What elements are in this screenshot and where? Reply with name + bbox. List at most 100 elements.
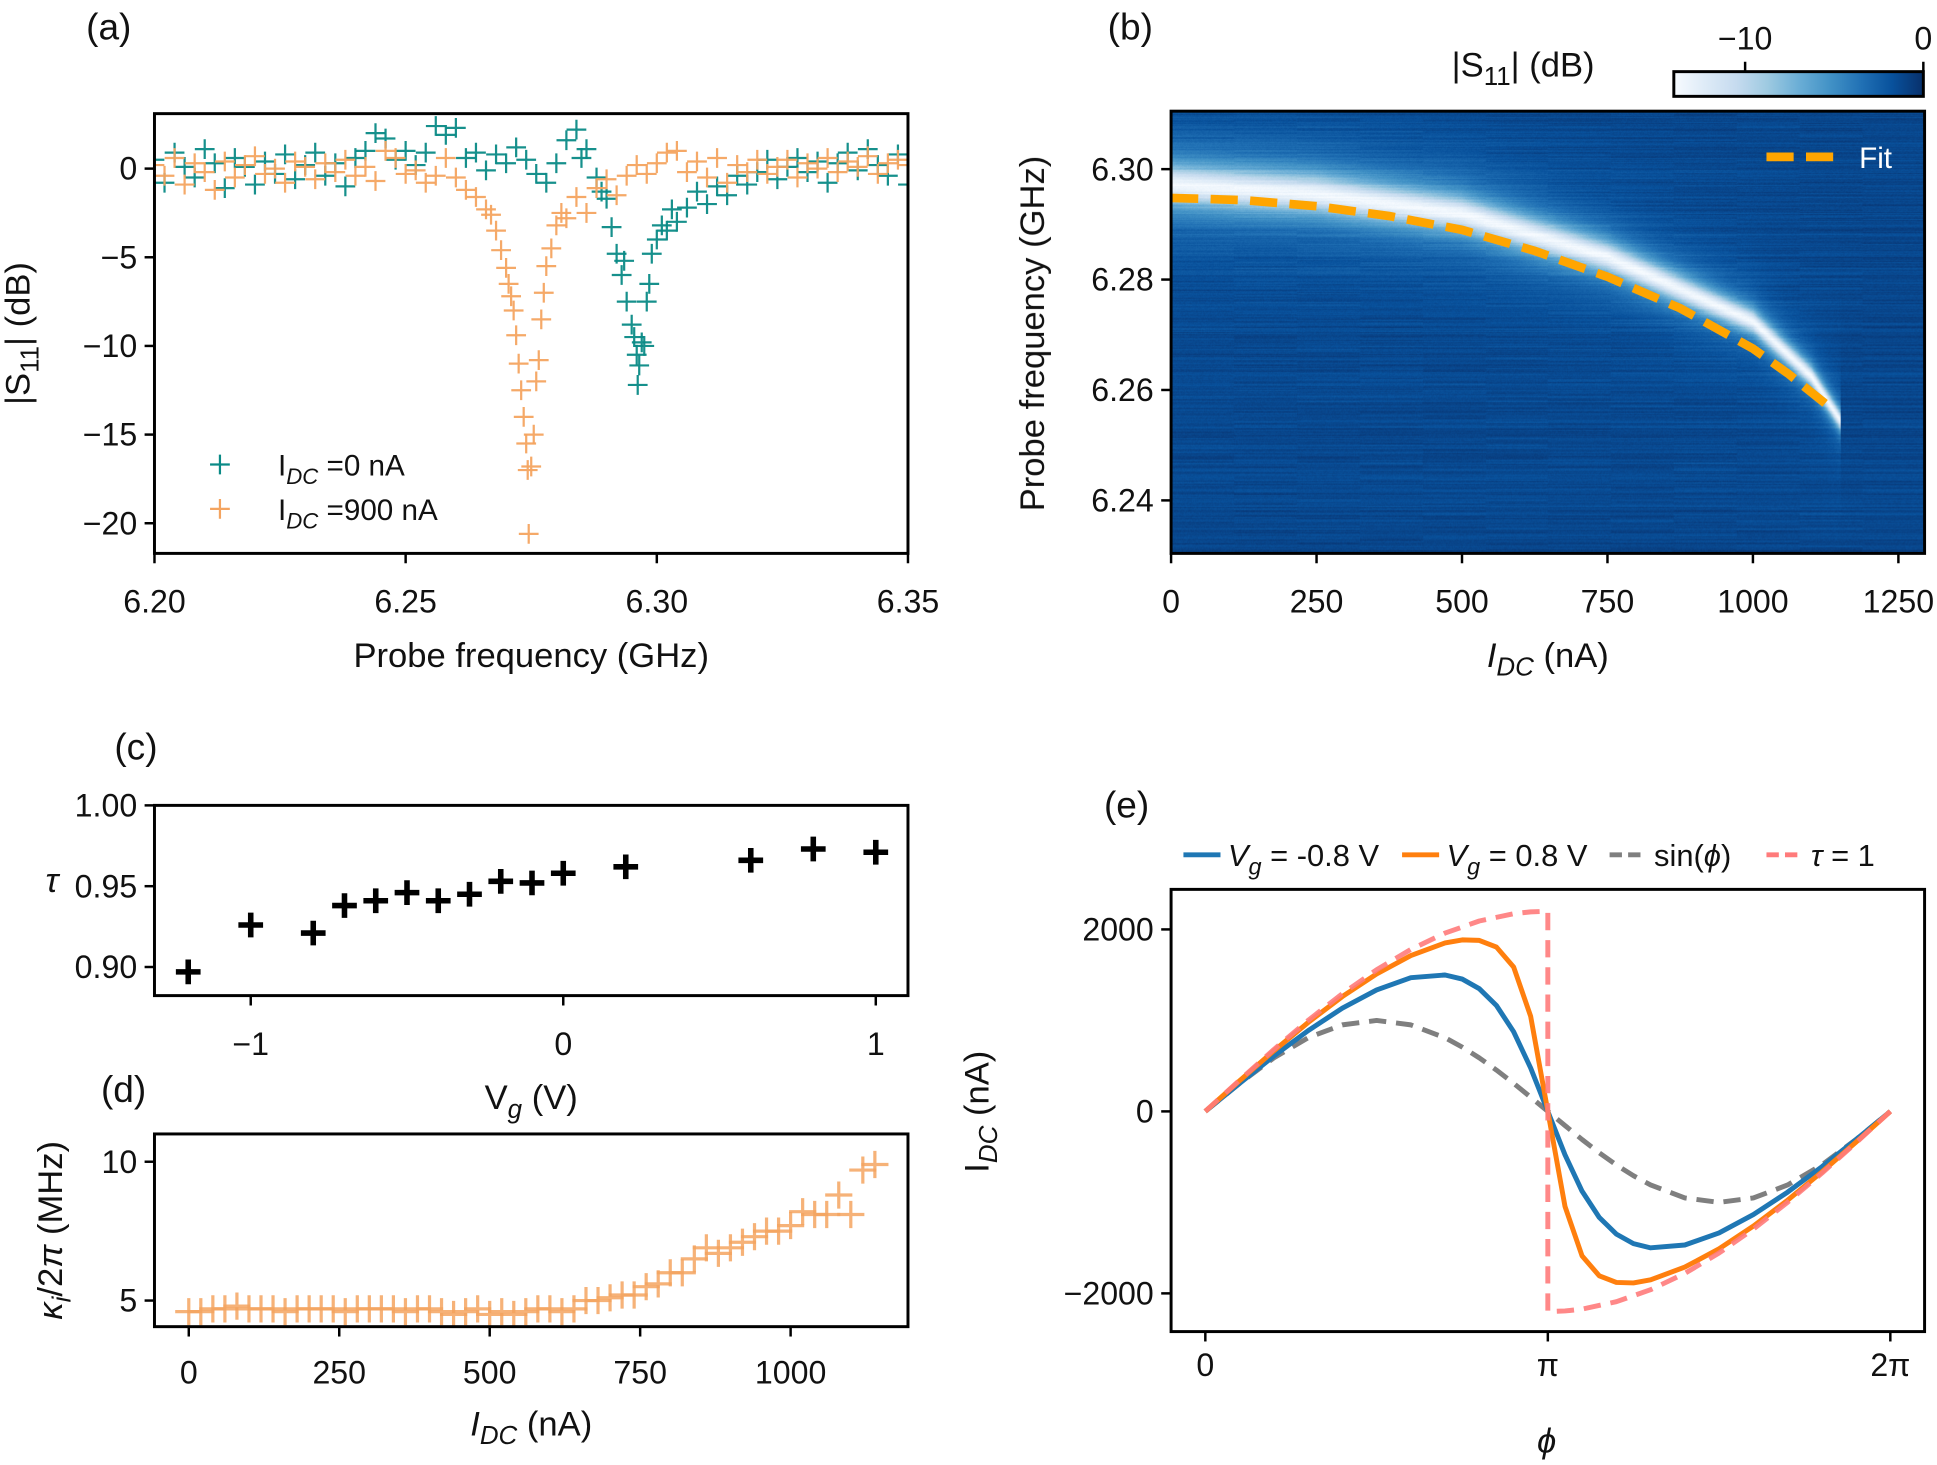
y-axis-label: |S11| (dB) [0, 262, 44, 405]
data-point [740, 1223, 769, 1251]
data-point-series-1 [777, 149, 798, 170]
x-axis-label: IDC (nA) [1487, 637, 1609, 682]
data-point-series-1 [636, 164, 657, 184]
data-point [394, 880, 420, 906]
data-point-series-1 [506, 325, 527, 346]
data-point-series-0 [516, 149, 537, 170]
data-point-series-0 [629, 355, 650, 376]
data-point [271, 1298, 299, 1326]
data-point-series-1 [837, 151, 858, 172]
curve-tau1 [1203, 908, 1893, 1315]
fit-curve [1170, 193, 1829, 408]
data-point [613, 854, 639, 880]
data-point-series-1 [817, 148, 838, 168]
y-tick-label: −5 [101, 239, 138, 275]
data-point-series-1 [867, 164, 888, 184]
data-point-series-1 [877, 153, 898, 174]
data-point-series-1 [405, 160, 426, 181]
legend-label-vg_pos-part: V [1447, 838, 1470, 873]
data-point-series-1 [275, 172, 295, 193]
x-tick-label: 500 [463, 1354, 517, 1390]
data-point-series-0 [154, 149, 165, 170]
data-point-series-1 [194, 162, 215, 183]
data-point-series-1 [827, 162, 848, 183]
data-point [488, 1298, 516, 1326]
panel-b: 0 250 500 750 1000 1250 6.24 6.26 6.28 6.30 IDC (n… [1014, 6, 1934, 682]
legend-label-vg_pos-part: = 0.8 V [1480, 838, 1588, 873]
data-point-series-1 [523, 424, 544, 445]
heatmap-canvas [1171, 111, 1925, 554]
data-point [488, 868, 514, 894]
legend-label-vg_pos-part: g [1467, 854, 1480, 880]
data-point-series-0 [546, 153, 567, 174]
data-point-series-0 [445, 117, 466, 138]
data-point [457, 881, 482, 907]
data-points [175, 1150, 889, 1327]
axes-frame [152, 112, 910, 555]
data-point-series-1 [508, 353, 529, 374]
legend-label-tau1-part: = 1 [1822, 838, 1874, 873]
panel-label: (e) [1104, 784, 1149, 826]
data-point [519, 870, 545, 896]
colorbar-label-part: |S [1452, 47, 1484, 85]
data-point-series-1 [626, 155, 647, 175]
axes-frame [152, 1132, 910, 1329]
data-point-series-1 [355, 156, 376, 177]
data-point-series-0 [456, 148, 476, 168]
data-point-series-0 [898, 174, 908, 195]
data-point-series-1 [737, 162, 758, 183]
x-tick-label: 1000 [1717, 584, 1788, 620]
data-point-series-1 [518, 524, 539, 544]
data-point [211, 1295, 239, 1323]
data-point-series-1 [517, 460, 538, 480]
colorbar-tick-label: 0 [1914, 20, 1932, 56]
data-point-series-1 [511, 380, 532, 401]
data-point-series-0 [687, 181, 707, 202]
colorbar-label-part: 11 [1484, 63, 1511, 91]
data-point-series-1 [154, 165, 175, 186]
data-point-series-1 [164, 148, 185, 168]
data-point-series-1 [677, 162, 697, 183]
data-point-series-1 [445, 167, 466, 188]
x-axis-label: Vg (V) [485, 1079, 578, 1124]
data-point-series-0 [817, 172, 838, 193]
y-tick-label: 0.95 [75, 868, 138, 904]
data-point-series-1 [466, 187, 486, 207]
data-point-series-1 [498, 273, 519, 294]
x-axis-label-part: I [1487, 637, 1497, 675]
data-point-series-1 [235, 155, 255, 175]
x-axis-label-part: DC [1496, 654, 1534, 682]
y-tick-label: 6.28 [1091, 262, 1154, 298]
y-tick-label: −20 [83, 505, 137, 541]
data-point-series-0 [639, 273, 660, 294]
data-point-series-0 [576, 139, 597, 159]
axes-frame [1169, 109, 1927, 555]
data-point-series-1 [435, 148, 456, 168]
data-point-series-0 [651, 215, 672, 236]
data-point-series-1 [533, 282, 554, 303]
data-point-series-1 [513, 406, 534, 427]
data-point-series-1 [204, 180, 225, 200]
data-point [238, 912, 264, 938]
y-tick-label: 6.26 [1091, 372, 1154, 408]
data-point-series-1 [245, 146, 265, 167]
legend-label-vg_neg-part: g [1248, 854, 1261, 880]
data-point-series-1 [526, 371, 547, 392]
legend-label-tau1-part: τ [1811, 838, 1825, 873]
data-point [464, 1295, 492, 1323]
y-tick-label: −15 [83, 417, 137, 453]
y-axis-label-part: /2 [32, 1268, 70, 1297]
data-point-series-0 [571, 148, 592, 168]
y-axis-label: τ [45, 862, 60, 900]
legend-label-sin-part: sin( [1654, 838, 1704, 873]
x-tick-label: 6.25 [374, 584, 436, 620]
legend-marker-1 [210, 499, 230, 519]
data-point-series-0 [496, 153, 516, 174]
data-point-series-0 [486, 144, 506, 165]
data-point-series-0 [787, 148, 808, 168]
data-point-series-1 [501, 286, 522, 307]
colorbar-label: |S11| (dB) [1452, 47, 1595, 92]
data-point [644, 1270, 672, 1298]
data-point [391, 1298, 420, 1326]
data-point-series-1 [174, 174, 195, 195]
